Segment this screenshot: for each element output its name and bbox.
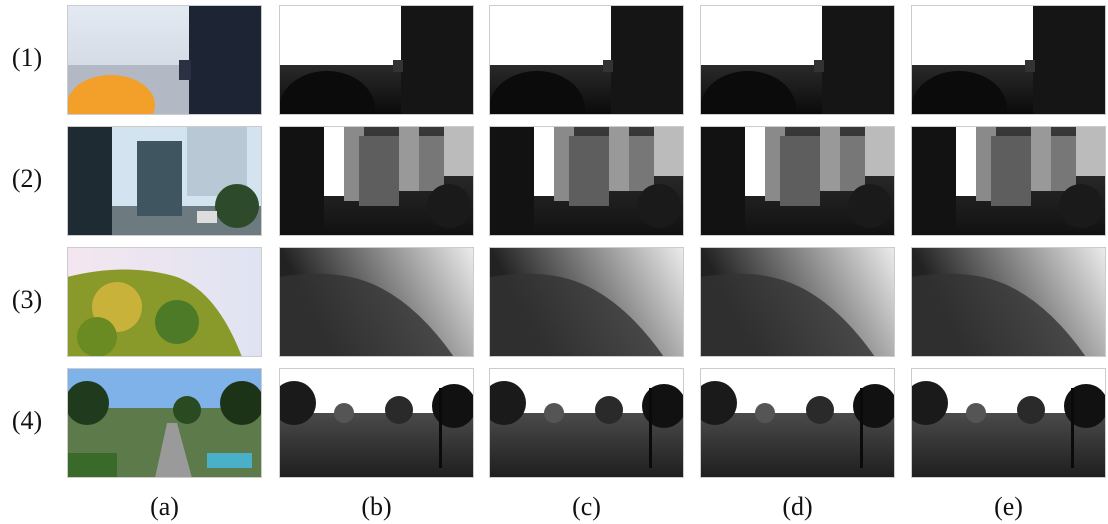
depth-map: [911, 368, 1106, 478]
shape: [822, 5, 895, 115]
shape: [334, 403, 354, 423]
shape: [67, 453, 117, 478]
column-label: (c): [489, 492, 684, 522]
shape: [1064, 384, 1106, 428]
shape: [595, 396, 623, 424]
shape: [814, 60, 824, 72]
shape: [853, 384, 895, 428]
shape: [220, 381, 262, 425]
shape: [137, 141, 182, 216]
shape: [1017, 396, 1045, 424]
depth-map: [911, 247, 1106, 357]
shape: [1051, 136, 1076, 191]
depth-map: [279, 247, 474, 357]
shape: [911, 126, 956, 236]
shape: [215, 184, 259, 228]
depth-map: [489, 5, 684, 115]
shape: [780, 136, 820, 206]
depth-map: [700, 126, 895, 236]
shape: [207, 453, 252, 468]
shape: [806, 396, 834, 424]
shape: [654, 126, 684, 176]
shape: [173, 396, 201, 424]
shape: [755, 403, 775, 423]
shape: [67, 381, 109, 425]
shape: [1059, 184, 1103, 228]
shape: [966, 403, 986, 423]
shape: [399, 126, 419, 191]
shape: [155, 300, 199, 344]
shape: [611, 5, 684, 115]
rgb-image: [67, 247, 262, 357]
depth-map: [489, 126, 684, 236]
shape: [385, 396, 413, 424]
shape: [603, 60, 613, 72]
depth-map: [700, 368, 895, 478]
shape: [439, 388, 442, 468]
shape: [860, 388, 863, 468]
shape: [1071, 388, 1074, 468]
shape: [444, 126, 474, 176]
shape: [432, 384, 474, 428]
shape: [279, 126, 324, 236]
depth-map: [911, 126, 1106, 236]
column-label: (e): [911, 492, 1106, 522]
depth-map: [911, 5, 1106, 115]
rgb-image: [67, 126, 262, 236]
column-label: (d): [700, 492, 895, 522]
shape: [393, 60, 403, 72]
shape: [1076, 126, 1106, 176]
shape: [544, 403, 564, 423]
shape: [820, 126, 840, 191]
rgb-image: [67, 5, 262, 115]
shape: [637, 184, 681, 228]
shape: [700, 126, 745, 236]
column-label: (b): [279, 492, 474, 522]
shape: [991, 136, 1031, 206]
column-label: (a): [67, 492, 262, 522]
shape: [67, 126, 112, 236]
shape: [649, 388, 652, 468]
depth-map: [279, 5, 474, 115]
depth-map: [279, 126, 474, 236]
depth-map: [700, 5, 895, 115]
shape: [1031, 126, 1051, 191]
shape: [848, 184, 892, 228]
shape: [840, 136, 865, 191]
depth-map: [489, 368, 684, 478]
shape: [489, 126, 534, 236]
row-label: (4): [4, 406, 50, 436]
depth-map: [489, 247, 684, 357]
figure: (1) (2) (3) (4) (a) (b) (c) (d) (e): [0, 0, 1108, 524]
rgb-image: [67, 368, 262, 478]
shape: [179, 60, 191, 80]
shape: [629, 136, 654, 191]
row-label: (2): [4, 164, 50, 194]
row-label: (3): [4, 285, 50, 315]
shape: [401, 5, 474, 115]
shape: [427, 184, 471, 228]
shape: [1033, 5, 1106, 115]
shape: [609, 126, 629, 191]
shape: [1025, 60, 1035, 72]
shape: [189, 5, 262, 115]
shape: [865, 126, 895, 176]
shape: [197, 211, 217, 223]
shape: [569, 136, 609, 206]
row-label: (1): [4, 43, 50, 73]
depth-map: [279, 368, 474, 478]
depth-map: [700, 247, 895, 357]
shape: [419, 136, 444, 191]
shape: [642, 384, 684, 428]
shape: [359, 136, 399, 206]
shape: [77, 317, 117, 357]
